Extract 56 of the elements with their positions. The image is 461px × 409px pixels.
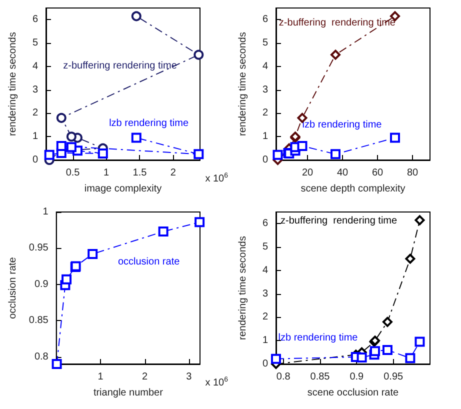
y-tick-label: 5 (262, 38, 268, 49)
x-tick-label: 0.5 (66, 168, 80, 178)
x-tick-label: 0.8 (276, 372, 291, 382)
y-tick-label: 0 (262, 358, 268, 370)
x-tick-label: 0.9 (350, 372, 364, 382)
y-tick-label: 5 (32, 38, 38, 49)
y-tick-label: 0.95 (28, 242, 49, 254)
y-tick-label: 6 (32, 14, 38, 26)
y-tick-label: 2 (32, 108, 38, 119)
series-label: z-buffering rendering time (278, 18, 396, 29)
series-label: occlusion rate (118, 256, 180, 268)
y-tick-label: 2 (262, 108, 268, 119)
x-tick-label: 40 (336, 168, 348, 178)
x-tick-label: 20 (302, 168, 314, 178)
series-label: z-buffering rendering time (63, 60, 178, 72)
y-tick-label: 6 (262, 218, 268, 230)
y-tick-label: 1 (262, 335, 268, 346)
series-label: lzb rendering time (109, 118, 189, 130)
y-tick-label: 4 (262, 60, 268, 72)
x-tick-label: 2 (170, 168, 176, 178)
y-axis-title: rendering time seconds (238, 32, 248, 136)
y-tick-label: 4 (32, 60, 38, 72)
y-tick-label: 1 (42, 206, 49, 218)
x-tick-label: 1 (103, 168, 110, 178)
y-tick-label: 4 (262, 264, 268, 276)
y-tick-label: 3 (262, 288, 268, 300)
y-tick-label: 2 (262, 312, 268, 323)
y-tick-label: 3 (262, 84, 268, 96)
y-axis-title: occlusion rate (8, 256, 18, 319)
x-tick-label: 1.5 (132, 168, 148, 178)
series-label: lzb rendering time (302, 120, 382, 131)
y-tick-label: 0.9 (34, 278, 49, 290)
x-axis-title: triangle number (93, 388, 164, 398)
y-tick-label: 1 (262, 131, 268, 142)
y-tick-label: 5 (262, 242, 268, 253)
x-tick-label: 2 (142, 372, 148, 382)
series-label: z-buffering rendering time (280, 216, 398, 227)
y-tick-label: 3 (32, 84, 38, 96)
x-tick-label: 3 (186, 372, 192, 382)
y-axis-title: rendering time seconds (8, 32, 18, 136)
series-label: lzb rendering time (278, 332, 358, 344)
y-tick-label: 1 (32, 131, 38, 142)
x-axis-title: image complexity (84, 184, 162, 194)
x-axis-title: scene occlusion rate (307, 388, 400, 398)
x-axis-title: scene depth complexity (300, 184, 406, 194)
x-tick-label: 1 (98, 372, 104, 382)
x-tick-label: 0.85 (310, 372, 330, 382)
x-tick-label: 80 (406, 168, 418, 178)
x-tick-label: 0.95 (384, 372, 404, 382)
y-tick-label: 6 (262, 14, 268, 26)
y-axis-title: rendering time seconds (238, 236, 248, 340)
y-tick-label: 0.85 (28, 315, 49, 326)
y-tick-label: 0 (32, 154, 38, 166)
y-tick-label: 0 (262, 154, 268, 166)
x-tick-label: 60 (372, 168, 384, 178)
y-tick-label: 0.8 (34, 351, 49, 362)
